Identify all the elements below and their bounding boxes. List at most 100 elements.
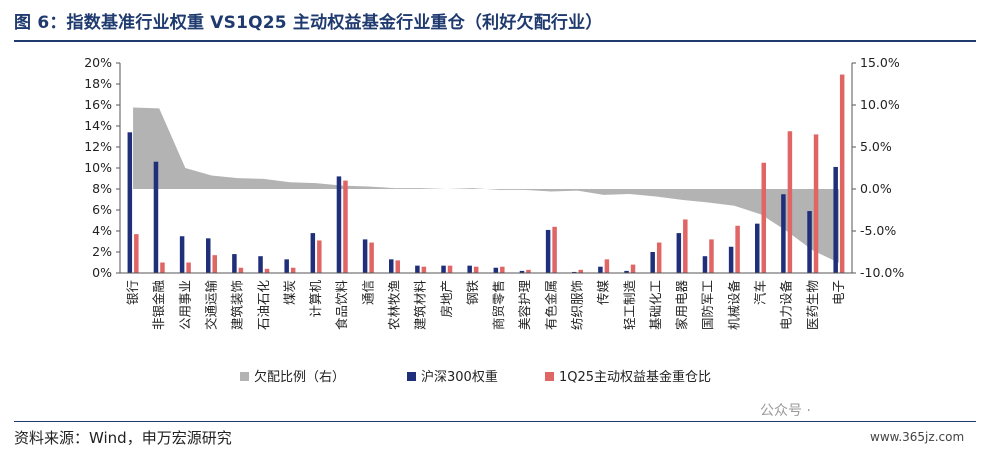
axes-layer: 0% 2% 4% 6% 8% 10% 12% 14% 16% 18% 20% -10.0% -5.0% 0… — [84, 55, 904, 280]
category-label: 食品饮料 — [334, 280, 349, 331]
right-tick-label: 0.0% — [860, 181, 892, 196]
category-label: 计算机 — [308, 280, 323, 318]
bar-csi300-weight — [336, 176, 342, 273]
bar-fund-holding — [212, 255, 217, 273]
bar-csi300-weight — [519, 270, 525, 273]
bar-csi300-weight — [833, 166, 838, 273]
bar-fund-holding — [317, 240, 322, 273]
bar-fund-holding — [264, 268, 270, 273]
site-url: www.365jz.com — [870, 430, 965, 444]
category-label: 钢铁 — [465, 280, 480, 306]
bar-csi300-weight — [545, 229, 551, 273]
right-tick-label: -10.0% — [860, 265, 904, 280]
legend-label: 沪深300权重 — [421, 369, 498, 385]
left-tick-label: 14% — [84, 118, 112, 133]
legend-label: 1Q25主动权益基金重仓比 — [559, 369, 711, 385]
bar-csi300-weight — [258, 256, 263, 273]
category-labels: 银行 非银金融 公用事业 交通运输 建筑装饰 石油石化 煤炭 计算机 食品饮料 通信 农林牧渔 建筑材… — [125, 280, 846, 331]
bar-fund-holding — [526, 269, 531, 273]
category-label: 石油石化 — [256, 280, 271, 331]
bar-fund-holding — [630, 264, 636, 273]
bar-fund-holding — [761, 162, 766, 273]
underweight-area-layer — [133, 107, 839, 263]
bar-fund-holding — [709, 239, 714, 273]
bar-csi300-weight — [781, 194, 786, 273]
category-label: 美容护理 — [517, 280, 532, 331]
bar-csi300-weight — [284, 259, 289, 273]
category-label: 轻工制造 — [622, 280, 637, 331]
category-label: 传媒 — [596, 280, 611, 306]
bar-csi300-weight — [362, 239, 368, 273]
bar-csi300-weight — [232, 254, 237, 273]
category-label: 交通运输 — [204, 280, 219, 331]
category-label: 银行 — [125, 280, 140, 305]
bar-fund-holding — [656, 242, 662, 273]
category-label: 医药生物 — [805, 280, 820, 330]
category-label: 电力设备 — [779, 280, 794, 331]
right-tick-label: 5.0% — [860, 139, 892, 154]
left-tick-label: 16% — [84, 97, 112, 112]
legend-label: 欠配比例（右） — [254, 369, 345, 385]
chart: 0% 2% 4% 6% 8% 10% 12% 14% 16% 18% 20% -10.0% -5.0% 0… — [84, 55, 904, 385]
bar-csi300-weight — [467, 265, 472, 273]
bar-fund-holding — [735, 225, 740, 273]
bar-fund-holding — [395, 260, 400, 273]
category-label: 基础化工 — [648, 280, 663, 330]
bar-fund-holding — [343, 180, 348, 273]
source-note: 资料来源：Wind，申万宏源研究 — [14, 429, 232, 447]
category-label: 通信 — [360, 280, 375, 305]
category-label: 建筑材料 — [413, 280, 428, 331]
bar-fund-holding — [473, 266, 479, 273]
chart-title: 图 6：指数基准行业权重 VS1Q25 主动权益基金行业重仓（利好欠配行业） — [14, 13, 603, 33]
bar-fund-holding — [447, 265, 453, 273]
bar-fund-holding — [578, 269, 583, 273]
left-tick-label: 18% — [84, 76, 112, 91]
left-tick-label: 8% — [92, 181, 112, 196]
bar-csi300-weight — [415, 265, 420, 273]
bar-csi300-weight — [153, 161, 159, 273]
category-label: 家用电器 — [674, 280, 689, 331]
category-label: 煤炭 — [282, 280, 297, 305]
bar-csi300-weight — [728, 246, 734, 273]
bar-csi300-weight — [179, 236, 185, 273]
bar-fund-holding — [813, 134, 819, 273]
left-tick-label: 2% — [92, 244, 112, 259]
bar-fund-holding — [604, 259, 610, 273]
left-tick-label: 10% — [84, 160, 112, 175]
bar-fund-holding — [186, 262, 191, 273]
bar-csi300-weight — [493, 267, 499, 273]
category-label: 汽车 — [753, 280, 768, 305]
bar-csi300-weight — [624, 270, 629, 273]
category-label: 机械设备 — [726, 280, 741, 331]
category-label: 建筑装饰 — [230, 280, 245, 330]
left-tick-label: 6% — [92, 202, 112, 217]
category-label: 非银金融 — [151, 280, 166, 331]
bar-fund-holding — [134, 234, 139, 273]
footer-divider — [14, 421, 976, 422]
bar-csi300-weight — [598, 266, 603, 273]
bar-fund-holding — [421, 266, 427, 273]
category-label: 电子 — [831, 280, 846, 305]
title-divider — [14, 40, 976, 42]
bar-fund-holding — [160, 262, 165, 273]
right-tick-label: 15.0% — [860, 55, 900, 70]
category-label: 有色金属 — [543, 280, 558, 330]
bars-layer — [127, 74, 845, 273]
legend-swatch — [407, 372, 416, 381]
left-tick-label: 4% — [92, 223, 112, 238]
category-label: 纺织服饰 — [570, 280, 585, 330]
bar-fund-holding — [500, 266, 505, 273]
bar-csi300-weight — [441, 265, 446, 273]
bar-fund-holding — [238, 267, 244, 273]
category-label: 农林牧渔 — [387, 280, 402, 330]
bar-fund-holding — [787, 131, 793, 273]
right-tick-label: 10.0% — [860, 97, 900, 112]
bar-fund-holding — [552, 226, 557, 273]
category-label: 公用事业 — [177, 280, 192, 330]
bar-csi300-weight — [807, 211, 812, 273]
bar-csi300-weight — [206, 238, 211, 273]
category-label: 房地产 — [439, 280, 454, 318]
right-tick-label: -5.0% — [860, 223, 896, 238]
bar-fund-holding — [839, 74, 845, 273]
bar-csi300-weight — [650, 252, 655, 273]
